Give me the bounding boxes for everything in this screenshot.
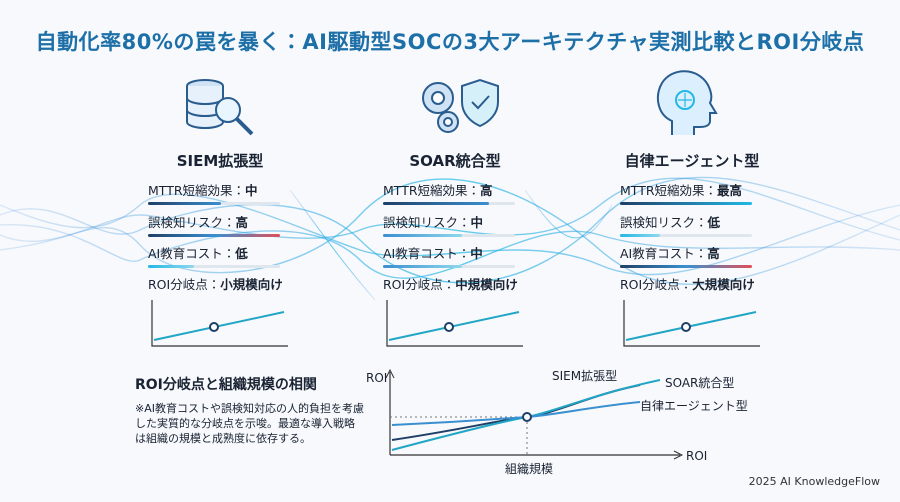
mini-point bbox=[444, 322, 454, 332]
metric-row: ROI分岐点：小規模向け bbox=[148, 274, 283, 293]
metric-value: 低 bbox=[235, 246, 248, 261]
level-bar bbox=[620, 265, 752, 268]
metric-row: AI教育コスト：高 bbox=[620, 243, 720, 262]
wave-lines bbox=[0, 176, 900, 301]
metric-label: AI教育コスト： bbox=[620, 246, 708, 261]
level-bar bbox=[383, 265, 515, 268]
metric-label: AI教育コスト： bbox=[383, 246, 471, 261]
mini-axes bbox=[623, 300, 760, 347]
level-bar-fill bbox=[620, 202, 752, 205]
level-bar bbox=[148, 202, 280, 205]
footer: 2025 AI KnowledgeFlow bbox=[748, 475, 880, 488]
metric-row: AI教育コスト：中 bbox=[383, 243, 483, 262]
correlation-note: ※AI教育コストや誤検知対応の人的負担を考慮した実質的な分岐点を示唆。最適な導入… bbox=[135, 402, 364, 445]
series-label: SIEM拡張型 bbox=[552, 369, 618, 383]
metric-label: 誤検知リスク： bbox=[383, 215, 471, 230]
title: 自動化率80%の罠を暴く：AI駆動型SOCの3大アーキテクチャ実測比較とROI分… bbox=[35, 30, 865, 54]
correlation-chart bbox=[385, 368, 684, 460]
level-bar bbox=[620, 234, 752, 237]
metric-value: 小規模向け bbox=[220, 277, 283, 292]
metric-row: ROI分岐点：大規模向け bbox=[620, 274, 755, 293]
metric-row: AI教育コスト：低 bbox=[148, 243, 248, 262]
metric-value: 高 bbox=[235, 215, 249, 230]
metric-row: MTTR短縮効果：高 bbox=[383, 180, 493, 199]
mini-chart bbox=[386, 300, 523, 347]
level-bar-fill bbox=[148, 202, 221, 205]
level-bar-fill bbox=[383, 234, 463, 237]
metric-row: 誤検知リスク：高 bbox=[148, 212, 248, 231]
metric-value: 中 bbox=[245, 183, 258, 198]
mini-axes bbox=[386, 300, 523, 347]
metric-row: MTTR短縮効果：中 bbox=[148, 180, 258, 199]
series-label: 自律エージェント型 bbox=[640, 399, 748, 413]
metric-label: ROI分岐点： bbox=[620, 277, 693, 292]
metric-label: MTTR短縮効果： bbox=[383, 183, 481, 198]
mini-point bbox=[209, 322, 219, 332]
mini-line bbox=[153, 311, 285, 341]
metric-row: MTTR短縮効果：最高 bbox=[620, 180, 742, 199]
column-name: SOAR統合型 bbox=[409, 152, 501, 170]
metric-label: ROI分岐点： bbox=[148, 277, 221, 292]
level-bar bbox=[148, 234, 280, 237]
mini-line bbox=[388, 311, 520, 341]
series-label: SOAR統合型 bbox=[665, 376, 735, 390]
metric-value: 中規模向け bbox=[455, 277, 518, 292]
icon-gears bbox=[422, 78, 499, 133]
level-bar bbox=[148, 265, 280, 268]
level-bar bbox=[383, 234, 515, 237]
metric-label: MTTR短縮効果： bbox=[620, 183, 718, 198]
mini-chart bbox=[151, 300, 288, 347]
correlation-title: ROI分岐点と組織規模の相関 bbox=[135, 377, 317, 393]
metric-value: 低 bbox=[707, 215, 721, 230]
metric-value: 最高 bbox=[717, 183, 743, 198]
metric-label: AI教育コスト： bbox=[148, 246, 236, 261]
metric-row: 誤検知リスク：中 bbox=[383, 212, 483, 231]
metric-label: MTTR短縮効果： bbox=[148, 183, 246, 198]
level-bar bbox=[383, 202, 515, 205]
column-name: 自律エージェント型 bbox=[624, 152, 760, 170]
mini-line bbox=[625, 311, 757, 341]
metric-row: ROI分岐点：中規模向け bbox=[383, 274, 518, 293]
metric-label: 誤検知リスク： bbox=[148, 215, 236, 230]
level-bar-fill bbox=[620, 265, 752, 268]
level-bar bbox=[620, 202, 752, 205]
level-bar-fill bbox=[620, 234, 660, 237]
mini-axes bbox=[151, 300, 288, 347]
mini-point bbox=[681, 322, 691, 332]
metric-value: 中 bbox=[470, 246, 483, 261]
level-bar-fill bbox=[148, 265, 195, 268]
level-bar-fill bbox=[148, 234, 280, 237]
mini-chart bbox=[623, 300, 760, 347]
level-bar-fill bbox=[383, 202, 489, 205]
column-name: SIEM拡張型 bbox=[176, 152, 264, 170]
y-axis-label: ROI bbox=[366, 371, 388, 385]
x-axis-label: 組織規模 bbox=[505, 462, 554, 476]
metric-value: 大規模向け bbox=[692, 277, 755, 292]
level-bar-fill bbox=[383, 265, 463, 268]
x-axis-end-label: ROI bbox=[686, 449, 708, 463]
icon-database bbox=[186, 79, 254, 136]
metric-row: 誤検知リスク：低 bbox=[620, 212, 720, 231]
icon-ai-head bbox=[656, 70, 718, 135]
metric-value: 高 bbox=[707, 246, 720, 261]
metric-value: 中 bbox=[470, 215, 484, 230]
metric-label: 誤検知リスク： bbox=[620, 215, 708, 230]
metric-value: 高 bbox=[480, 183, 493, 198]
metric-label: ROI分岐点： bbox=[383, 277, 456, 292]
